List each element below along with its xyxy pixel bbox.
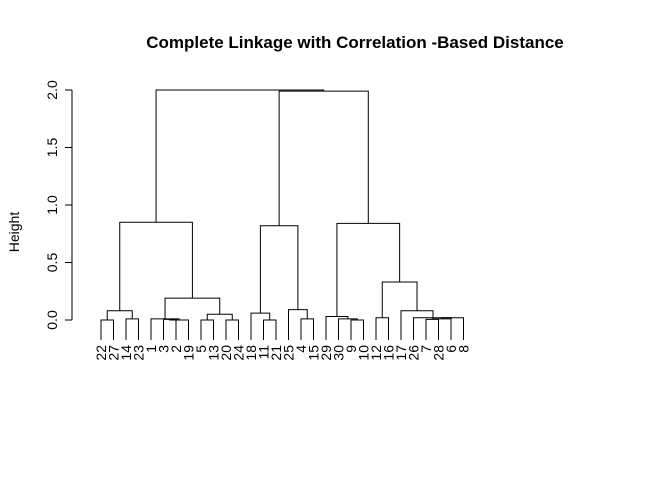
- leaf-label: 13: [206, 345, 222, 361]
- dendrogram-branch: [336, 222, 401, 317]
- leaf-label: 18: [243, 345, 259, 361]
- dendrogram-branches: [100, 89, 464, 340]
- dendrogram-branch: [325, 316, 349, 340]
- dendrogram-branch: [288, 309, 308, 340]
- dendrogram-branch: [259, 225, 299, 314]
- leaf-label: 29: [318, 345, 334, 361]
- dendrogram-branch: [400, 310, 434, 340]
- dendrogram-branch: [263, 319, 277, 340]
- y-tick-label: 2.0: [44, 80, 60, 100]
- leaf-label: 25: [281, 345, 297, 361]
- leaf-label: 20: [218, 345, 234, 361]
- leaf-label: 26: [406, 345, 422, 361]
- leaf-label: 11: [256, 345, 272, 360]
- dendrogram-branch: [300, 318, 314, 340]
- leaf-label: 24: [231, 345, 247, 361]
- leaf-label: 16: [381, 345, 397, 361]
- y-tick-label: 0.5: [44, 253, 60, 273]
- leaf-label: 30: [331, 345, 347, 361]
- chart-title: Complete Linkage with Correlation -Based…: [146, 33, 564, 52]
- dendrogram-branch: [375, 317, 389, 340]
- dendrogram-branch: [250, 312, 271, 340]
- leaf-label: 23: [131, 345, 147, 361]
- y-axis: 0.0 0.5 1.0 1.5 2.0: [44, 80, 73, 330]
- y-tick-label: 1.5: [44, 138, 60, 158]
- leaf-label: 6: [443, 345, 459, 353]
- leaf-label: 27: [106, 345, 122, 361]
- y-tick-label: 1.0: [44, 195, 60, 215]
- dendrogram-branch: [206, 313, 233, 320]
- leaf-label: 9: [343, 345, 359, 353]
- leaf-label: 22: [93, 345, 109, 361]
- dendrogram-branch: [338, 318, 358, 340]
- dendrogram-branch: [431, 318, 452, 340]
- dendrogram-branch: [350, 319, 364, 340]
- leaf-label: 2: [168, 345, 184, 353]
- leaf-label: 28: [431, 345, 447, 361]
- leaf-label: 19: [181, 345, 197, 361]
- y-axis-label: Height: [6, 212, 22, 253]
- dendrogram-branch: [381, 281, 418, 318]
- dendrogram-branch: [150, 318, 180, 340]
- dendrogram-branch: [425, 318, 439, 340]
- leaf-label: 3: [156, 345, 172, 353]
- dendrogram-branch: [125, 318, 139, 340]
- leaf-label: 10: [356, 345, 372, 361]
- dendrogram-branch: [225, 319, 239, 340]
- leaf-label: 4: [293, 345, 309, 353]
- dendrogram-branch: [413, 317, 453, 340]
- y-tick-label: 0.0: [44, 310, 60, 330]
- dendrogram-branch: [155, 89, 325, 223]
- leaf-label: 12: [368, 345, 384, 361]
- dendrogram-branch: [164, 297, 221, 319]
- dendrogram-branch: [441, 317, 464, 340]
- leaf-label: 8: [456, 345, 472, 353]
- dendrogram-branch: [163, 318, 177, 340]
- leaf-label: 5: [193, 345, 209, 353]
- leaf-label: 21: [268, 345, 284, 361]
- dendrogram-branch: [169, 319, 189, 340]
- leaf-label: 17: [393, 345, 409, 361]
- leaf-label: 14: [118, 345, 134, 361]
- dendrogram-branch: [119, 221, 193, 311]
- dendrogram-branch: [278, 90, 369, 226]
- leaf-label: 1: [143, 345, 159, 353]
- leaf-labels: 2227142313219513202418112125415293091012…: [93, 345, 472, 361]
- dendrogram-branch: [200, 319, 214, 340]
- leaf-label: 7: [418, 345, 434, 353]
- dendrogram-branch: [100, 319, 114, 340]
- leaf-label: 15: [306, 345, 322, 361]
